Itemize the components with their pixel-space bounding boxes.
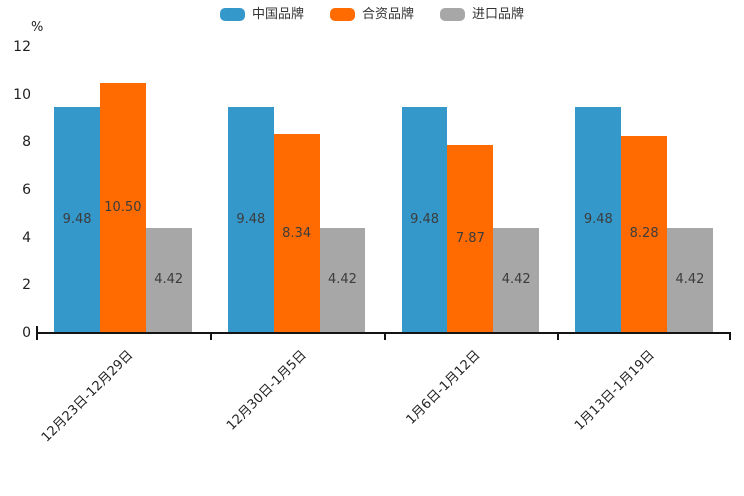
bar-value-label: 4.42 <box>501 272 531 288</box>
bar-series3-group4[interactable] <box>667 227 713 333</box>
y-axis-tick-label: 2 <box>22 277 31 294</box>
x-axis-tick <box>209 334 212 340</box>
legend-item-label: 进口品牌 <box>472 7 525 22</box>
y-axis-tick-label: 12 <box>13 39 31 55</box>
bar-value-label: 8.28 <box>629 226 659 242</box>
bar-value-label: 9.48 <box>583 212 613 228</box>
x-axis-category-label: 12月30日-1月5日 <box>224 347 311 434</box>
y-axis-tick-label: 4 <box>22 229 31 246</box>
legend-item-1[interactable]: 中国品牌 <box>219 7 304 22</box>
x-axis-end-cap <box>36 326 38 332</box>
x-axis-category-label: 12月23日-12月29日 <box>38 347 137 446</box>
bar-value-label: 10.50 <box>104 199 142 215</box>
legend-swatch-icon <box>440 8 465 21</box>
bar-series1-group2[interactable] <box>227 107 274 333</box>
legend-item-label: 中国品牌 <box>251 7 304 22</box>
bar-value-label: 9.48 <box>236 212 266 228</box>
bar-value-label: 4.42 <box>327 272 357 288</box>
bar-series1-group1[interactable] <box>54 107 100 333</box>
y-axis-tick-label: 6 <box>22 182 31 198</box>
legend-item-2[interactable]: 合资品牌 <box>329 7 414 22</box>
y-axis-tick-label: 0 <box>22 325 31 341</box>
y-axis-tick-label: 8 <box>22 134 31 151</box>
y-axis-tick-label: 10 <box>13 86 31 103</box>
legend-item-label: 合资品牌 <box>361 7 414 22</box>
bar-value-label: 4.42 <box>154 272 184 288</box>
y-axis-unit-label: % <box>31 20 44 35</box>
bar-series2-group1[interactable] <box>99 82 146 333</box>
legend: 中国品牌 合资品牌 进口品牌 <box>0 8 744 21</box>
x-axis-category-label: 1月13日-1月19日 <box>571 347 658 434</box>
bar-series3-group3[interactable] <box>493 227 540 333</box>
legend-swatch-icon <box>219 8 245 21</box>
bar-series1-group4[interactable] <box>575 107 622 333</box>
x-axis-tick <box>383 334 386 340</box>
bar-value-label: 7.87 <box>455 231 485 247</box>
bar-series3-group1[interactable] <box>145 227 192 333</box>
x-axis-tick <box>36 334 38 340</box>
bar-series2-group2[interactable] <box>273 134 320 333</box>
x-axis-line <box>36 332 731 334</box>
bar-value-label: 9.48 <box>410 212 440 228</box>
bar-series2-group3[interactable] <box>447 145 494 333</box>
bar-value-label: 8.34 <box>282 225 312 241</box>
x-axis-tick <box>729 334 731 340</box>
bar-series2-group4[interactable] <box>621 135 668 333</box>
bar-value-label: 4.42 <box>675 272 705 288</box>
bar-series1-group3[interactable] <box>401 107 448 333</box>
x-axis-tick <box>557 334 560 340</box>
bar-value-label: 9.48 <box>62 212 92 228</box>
bar-series3-group2[interactable] <box>319 227 366 333</box>
legend-item-3[interactable]: 进口品牌 <box>440 8 524 21</box>
x-axis-category-label: 1月6日-1月12日 <box>403 347 484 428</box>
legend-swatch-icon <box>329 8 355 21</box>
